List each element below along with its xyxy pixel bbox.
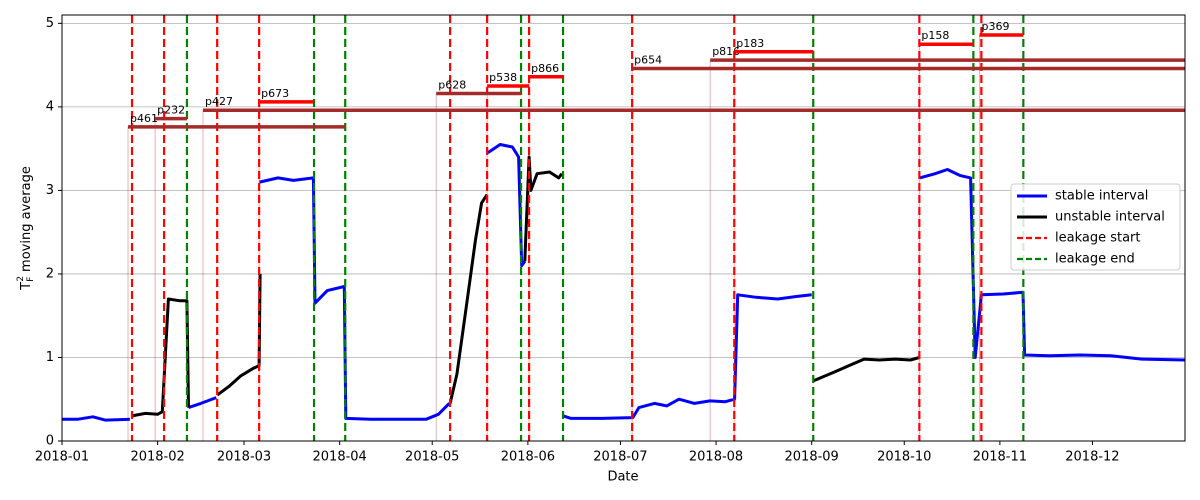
x-axis-label: Date xyxy=(607,470,638,485)
y-tick-label: 3 xyxy=(46,183,54,198)
x-tick-label: 2018-10 xyxy=(877,450,931,465)
interval-label: p158 xyxy=(921,29,949,42)
y-tick-label: 1 xyxy=(46,350,54,365)
legend-label: stable interval xyxy=(1055,189,1148,204)
x-tick-label: 2018-05 xyxy=(405,450,459,465)
x-tick-label: 2018-12 xyxy=(1065,450,1119,465)
interval-label: p369 xyxy=(982,20,1010,33)
interval-label: p232 xyxy=(157,104,185,117)
legend-label: unstable interval xyxy=(1055,210,1165,225)
x-tick-label: 2018-06 xyxy=(501,450,555,465)
plot-frame xyxy=(61,14,1186,442)
legend-label: leakage start xyxy=(1055,231,1141,246)
interval-label: p461 xyxy=(130,112,158,125)
interval-label: p183 xyxy=(736,37,764,50)
interval-label: p866 xyxy=(531,62,559,75)
x-tick-label: 2018-08 xyxy=(689,450,743,465)
interval-label: p816 xyxy=(712,45,740,58)
interval-label: p427 xyxy=(205,95,233,108)
interval-label: p654 xyxy=(634,53,662,66)
y-label-sub: F xyxy=(26,277,36,282)
y-label-text: moving average xyxy=(19,166,34,272)
x-tick-label: 2018-11 xyxy=(973,450,1027,465)
y-label-sup: 2 xyxy=(16,276,26,282)
y-tick-label: 4 xyxy=(46,99,54,114)
x-tick-label: 2018-09 xyxy=(785,450,839,465)
y-tick-label: 0 xyxy=(46,434,54,449)
x-tick-label: 2018-03 xyxy=(217,450,271,465)
x-tick-label: 2018-04 xyxy=(313,450,367,465)
x-tick-label: 2018-07 xyxy=(593,450,647,465)
data-line xyxy=(131,155,920,418)
y-tick-label: 5 xyxy=(46,16,54,31)
x-tick-label: 2018-01 xyxy=(35,450,89,465)
y-label-symbol: T xyxy=(19,282,34,291)
y-axis-label: TF2 moving average xyxy=(16,166,36,291)
legend-box xyxy=(1010,183,1181,271)
interval-label: p628 xyxy=(438,79,466,92)
legend-label: leakage end xyxy=(1055,252,1135,267)
interval-label: p673 xyxy=(261,87,289,100)
interval-label: p538 xyxy=(489,71,517,84)
x-tick-label: 2018-02 xyxy=(130,450,184,465)
y-tick-label: 2 xyxy=(46,266,54,281)
